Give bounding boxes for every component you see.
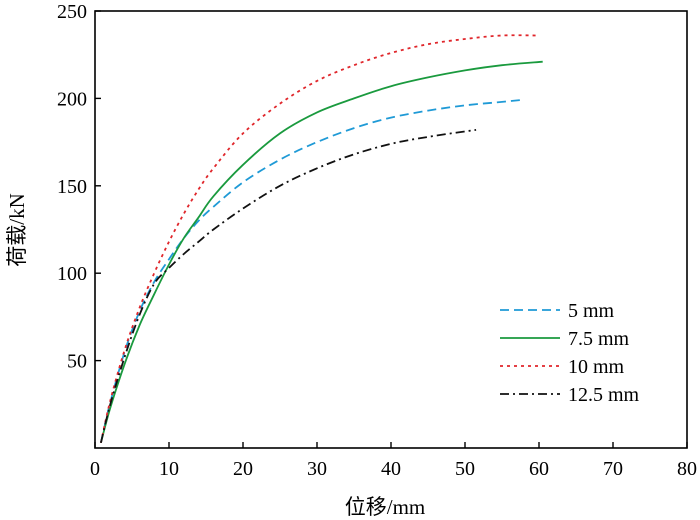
x-tick-label: 80 <box>677 458 697 480</box>
y-tick-label: 250 <box>57 1 87 23</box>
x-axis-title: 位移/mm <box>345 495 426 519</box>
x-tick-label: 10 <box>159 458 179 480</box>
y-axis-title: 荷载/kN <box>5 193 29 267</box>
series-line-5-mm <box>100 99 521 444</box>
x-tick-label: 0 <box>90 458 100 480</box>
x-tick-label: 50 <box>455 458 475 480</box>
axes: 0 10 20 30 40 50 60 70 80 50 100 150 200 250 <box>57 1 697 480</box>
series-line-10-mm <box>100 34 540 443</box>
legend: 5 mm 7.5 mm 10 mm 12.5 mm <box>500 300 640 406</box>
y-tick-label: 50 <box>67 351 87 373</box>
x-tick-label: 70 <box>603 458 623 480</box>
x-tick-label: 60 <box>529 458 549 480</box>
legend-label: 12.5 mm <box>568 384 640 406</box>
y-tick-label: 150 <box>57 176 87 198</box>
y-tick-label: 200 <box>57 88 87 110</box>
legend-label: 10 mm <box>568 356 625 378</box>
x-tick-label: 20 <box>233 458 253 480</box>
plot-area <box>100 34 543 444</box>
legend-label: 5 mm <box>568 300 615 322</box>
series-line-7-5-mm <box>100 60 543 444</box>
x-tick-label: 40 <box>381 458 401 480</box>
y-tick-label: 100 <box>57 263 87 285</box>
plot-frame <box>94 10 688 449</box>
legend-label: 7.5 mm <box>568 328 630 350</box>
x-tick-label: 30 <box>307 458 327 480</box>
